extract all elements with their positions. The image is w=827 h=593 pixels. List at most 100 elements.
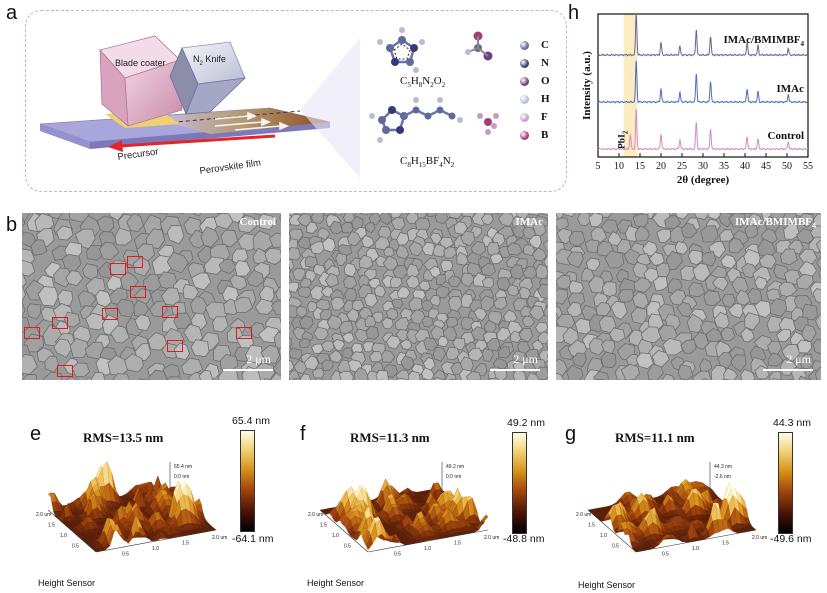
pbi2-marker bbox=[110, 263, 126, 275]
rms-control: RMS=13.5 nm bbox=[83, 430, 164, 445]
cbar-min-f: -48.8 nm bbox=[503, 533, 545, 545]
panel-a-box bbox=[25, 10, 567, 192]
afm-tick-label: 0.5 bbox=[344, 544, 351, 550]
panel-b-letter: b bbox=[6, 214, 18, 236]
legend-dot bbox=[520, 94, 529, 104]
afm-axis bbox=[635, 529, 757, 553]
scale-text-c: 2 μm bbox=[513, 352, 538, 366]
height-sensor-g: Height Sensor bbox=[578, 580, 636, 590]
afm-z-mid-label: 0.0 nm bbox=[174, 474, 189, 480]
afm-tick-label: 1.5 bbox=[320, 523, 327, 529]
pbi2-marker bbox=[130, 286, 146, 298]
afm-axis bbox=[367, 529, 489, 553]
pbi2-marker bbox=[167, 340, 183, 352]
sem-label-imac-bmimbf4: IMAc/BMIMBF4 bbox=[735, 216, 816, 231]
afm-tick-label: 1.5 bbox=[588, 523, 595, 529]
legend-symbol: F bbox=[541, 111, 548, 123]
panel-h-letter: h bbox=[568, 2, 580, 24]
afm-z-mid-label: -2.6 nm bbox=[714, 474, 731, 480]
scale-bar-d bbox=[763, 369, 813, 371]
afm-tick-label: 1.5 bbox=[454, 541, 461, 547]
x-tick-label: 20 bbox=[656, 161, 666, 172]
x-axis-label: 2θ (degree) bbox=[677, 174, 730, 186]
n2-knife-label: N2 Knife bbox=[193, 54, 226, 67]
afm-tick-label: 1.0 bbox=[600, 533, 607, 539]
height-sensor-f: Height Sensor bbox=[307, 578, 365, 588]
x-tick-label: 15 bbox=[635, 161, 645, 172]
molecule-imac bbox=[377, 27, 493, 73]
afm-z-top-label: 49.2 nm bbox=[446, 464, 464, 470]
legend-dot bbox=[520, 76, 529, 86]
cbar-max-g: 44.3 nm bbox=[773, 417, 811, 429]
xrd-series-line bbox=[597, 109, 809, 151]
blade-coater-label: Blade coater bbox=[115, 58, 166, 68]
sem-grain-texture bbox=[556, 213, 821, 380]
pbi2-label: PbI2 bbox=[617, 130, 629, 149]
molecules: C5H8N2O2 C8H15BF4N2 bbox=[369, 27, 499, 169]
perovskite-film-label: Perovskite film bbox=[199, 157, 262, 177]
legend-dot bbox=[520, 112, 529, 122]
x-tick-label: 40 bbox=[740, 161, 750, 172]
direction-arrow bbox=[108, 134, 276, 152]
legend-dot bbox=[520, 130, 529, 140]
afm-tick-label: 1.5 bbox=[48, 523, 55, 529]
panel-g-letter: g bbox=[565, 423, 577, 445]
formula-imac: C5H8N2O2 bbox=[400, 75, 446, 89]
x-tick-label: 50 bbox=[782, 161, 792, 172]
afm-surface-control: 0.5 0.5 1.0 1.0 1.5 1.5 2.0 um 2.0 um 65.4 nm 0.0… bbox=[36, 461, 227, 558]
series-label: Control bbox=[768, 130, 804, 142]
x-tick-label: 55 bbox=[803, 161, 813, 172]
afm-z-top-label: 65.4 nm bbox=[174, 464, 192, 470]
formula-bmimbf4: C8H15BF4N2 bbox=[400, 155, 455, 169]
legend-symbol: C bbox=[541, 39, 549, 51]
legend-item-o: O bbox=[520, 72, 560, 90]
afm-z-top-label: 44.3 nm bbox=[714, 464, 732, 470]
afm-z-mid-label: 0.0 nm bbox=[446, 474, 461, 480]
sem-image-imac-bmimbf4: IMAc/BMIMBF4 2 μm bbox=[556, 213, 821, 380]
afm-tick-label: 2.0 um bbox=[308, 512, 323, 518]
x-tick-label: 35 bbox=[719, 161, 729, 172]
scale-bar-b bbox=[223, 369, 273, 371]
legend-symbol: N bbox=[541, 57, 549, 69]
pbi2-marker bbox=[102, 308, 118, 320]
x-tick-label: 45 bbox=[761, 161, 771, 172]
legend-symbol: O bbox=[541, 75, 550, 87]
n2-knife: N2 Knife bbox=[169, 41, 247, 116]
afm-axis bbox=[95, 529, 217, 553]
pbi2-marker bbox=[52, 317, 68, 329]
precursor-label: Precursor bbox=[117, 146, 159, 163]
legend-item-f: F bbox=[520, 108, 560, 126]
afm-surface-imac-bmimbf4: 0.5 0.5 1.0 1.0 1.5 1.5 2.0 um 2.0 um 44.3 nm -2.… bbox=[576, 462, 767, 558]
legend-item-b: B bbox=[520, 126, 560, 144]
afm-tick-label: 0.5 bbox=[394, 552, 401, 558]
cbar-min-e: -64.1 nm bbox=[232, 533, 274, 545]
legend-dot bbox=[520, 58, 529, 68]
panel-e-letter: e bbox=[30, 423, 42, 445]
x-tick-label: 25 bbox=[677, 161, 687, 172]
legend-item-c: C bbox=[520, 36, 560, 54]
afm-tick-label: 1.0 bbox=[692, 546, 699, 552]
afm-tick-label: 2.0 um bbox=[212, 535, 227, 541]
perovskite-film-layer bbox=[150, 108, 330, 134]
afm-tick-label: 1.0 bbox=[332, 533, 339, 539]
cbar-max-e: 65.4 nm bbox=[232, 415, 270, 427]
blade-coating-schematic: Blade coater N2 Knife Precursor Perovski… bbox=[39, 35, 360, 178]
afm-tick-label: 2.0 um bbox=[752, 535, 767, 541]
afm-tick-label: 0.5 bbox=[662, 552, 669, 558]
scale-bar-c bbox=[490, 369, 540, 371]
series-label: IMAc bbox=[777, 83, 805, 95]
sem-grain-texture bbox=[289, 213, 548, 380]
rms-imac-bmimbf4: RMS=11.1 nm bbox=[615, 430, 695, 445]
afm-tick-label: 1.5 bbox=[182, 541, 189, 547]
afm-tick-label: 1.0 bbox=[60, 533, 67, 539]
pbi2-highlight-band bbox=[623, 14, 638, 157]
colorbar-imac bbox=[512, 432, 527, 534]
sem-image-control: Control 2 μm bbox=[22, 213, 281, 380]
xrd-chart: 5 10 15 20 25 30 35 40 45 50 55 2θ (degree) Intensit… bbox=[581, 13, 813, 186]
panel-a-letter: a bbox=[6, 2, 18, 24]
afm-tick-label: 2.0 um bbox=[36, 512, 51, 518]
pbi2-marker bbox=[24, 327, 40, 339]
scale-text-b: 2 μm bbox=[246, 352, 271, 366]
